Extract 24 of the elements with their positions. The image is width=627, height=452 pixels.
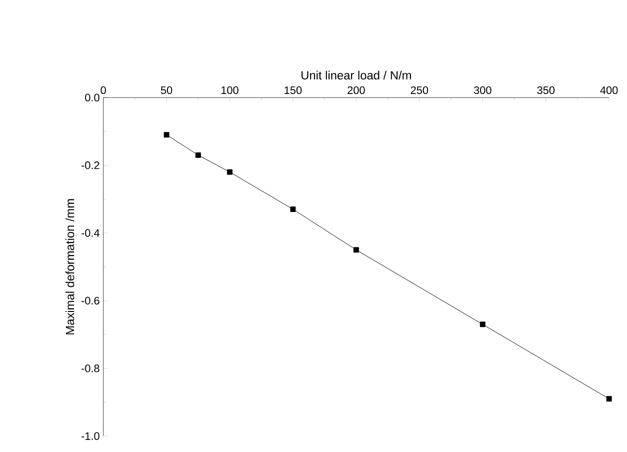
x-tick-label: 0 xyxy=(100,86,106,94)
x-tick-label: 200 xyxy=(348,86,365,94)
y-tick-label: -1.0 xyxy=(81,432,100,440)
x-tick-label: 50 xyxy=(160,86,172,94)
point xyxy=(480,322,486,328)
y-tick-label: 0.0 xyxy=(85,94,100,102)
point xyxy=(353,247,359,253)
point xyxy=(164,132,170,138)
y-tick-label: -0.8 xyxy=(81,364,100,372)
point xyxy=(290,206,296,212)
y-tick-label: -0.6 xyxy=(81,296,100,305)
x-tick-label: 400 xyxy=(600,86,618,94)
point xyxy=(606,396,612,402)
x-tick-label: 150 xyxy=(284,86,302,94)
y-tick-label: -0.2 xyxy=(81,161,100,170)
x-tick-label: 350 xyxy=(537,86,555,94)
point xyxy=(195,152,201,158)
x-tick-label: 250 xyxy=(410,86,428,94)
y-axis-title: Maximal deformation /mm xyxy=(65,199,74,334)
x-axis-title: Unit linear load / N/m xyxy=(302,70,411,80)
y-tick-label: -0.4 xyxy=(81,229,100,237)
point xyxy=(227,169,232,175)
x-tick-label: 100 xyxy=(221,86,238,94)
x-tick-label: 300 xyxy=(474,86,492,94)
